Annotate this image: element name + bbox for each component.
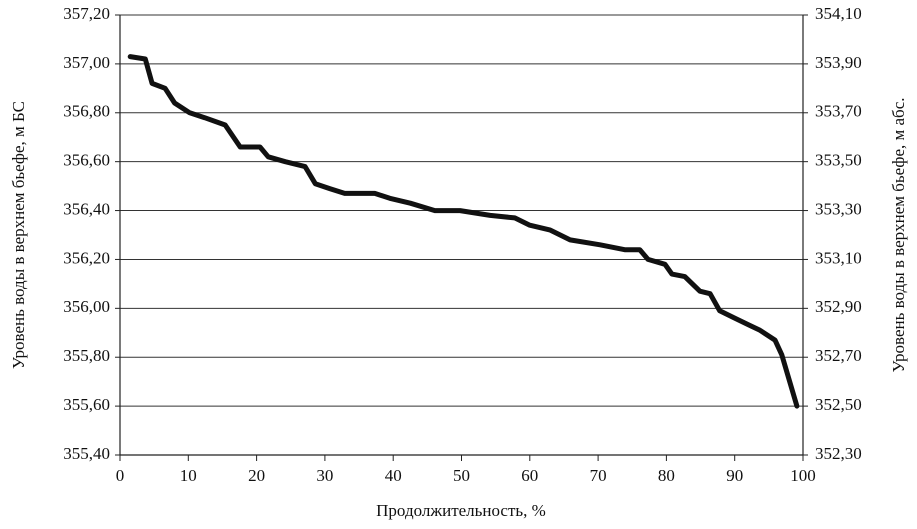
y2-tick-label: 353,90 [815,53,862,72]
x-tick-label: 60 [521,466,538,485]
x-tick-label: 0 [116,466,125,485]
x-tick-label: 70 [590,466,607,485]
y2-tick-label: 352,30 [815,444,862,463]
y-tick-label: 356,80 [63,102,110,121]
y-tick-label: 355,80 [63,346,110,365]
x-tick-label: 100 [790,466,816,485]
y2-axis-title: Уровень воды в верхнем бьефе, м абс. [889,98,908,373]
y2-tick-label: 353,70 [815,102,862,121]
y-tick-label: 356,60 [63,151,110,170]
x-axis-title: Продолжительность, % [376,501,546,520]
x-tick-label: 10 [180,466,197,485]
y-tick-label: 355,60 [63,395,110,414]
x-tick-label: 80 [658,466,675,485]
y2-tick-label: 352,90 [815,297,862,316]
y-tick-label: 356,20 [63,248,110,267]
y2-tick-label: 353,10 [815,248,862,267]
y-tick-label: 356,40 [63,199,110,218]
y-tick-label: 356,00 [63,297,110,316]
y2-tick-label: 353,30 [815,199,862,218]
x-tick-label: 30 [316,466,333,485]
y-tick-label: 357,00 [63,53,110,72]
y-tick-label: 355,40 [63,444,110,463]
y-tick-label: 357,20 [63,4,110,23]
y2-tick-label: 353,50 [815,151,862,170]
y2-tick-label: 352,70 [815,346,862,365]
data-line [127,54,800,409]
x-tick-label: 90 [726,466,743,485]
x-tick-label: 40 [385,466,402,485]
y-axis-title: Уровень воды в верхнем бьефе, м БС [9,101,28,369]
x-tick-label: 50 [453,466,470,485]
y2-tick-label: 352,50 [815,395,862,414]
x-tick-label: 20 [248,466,265,485]
y2-tick-label: 354,10 [815,4,862,23]
